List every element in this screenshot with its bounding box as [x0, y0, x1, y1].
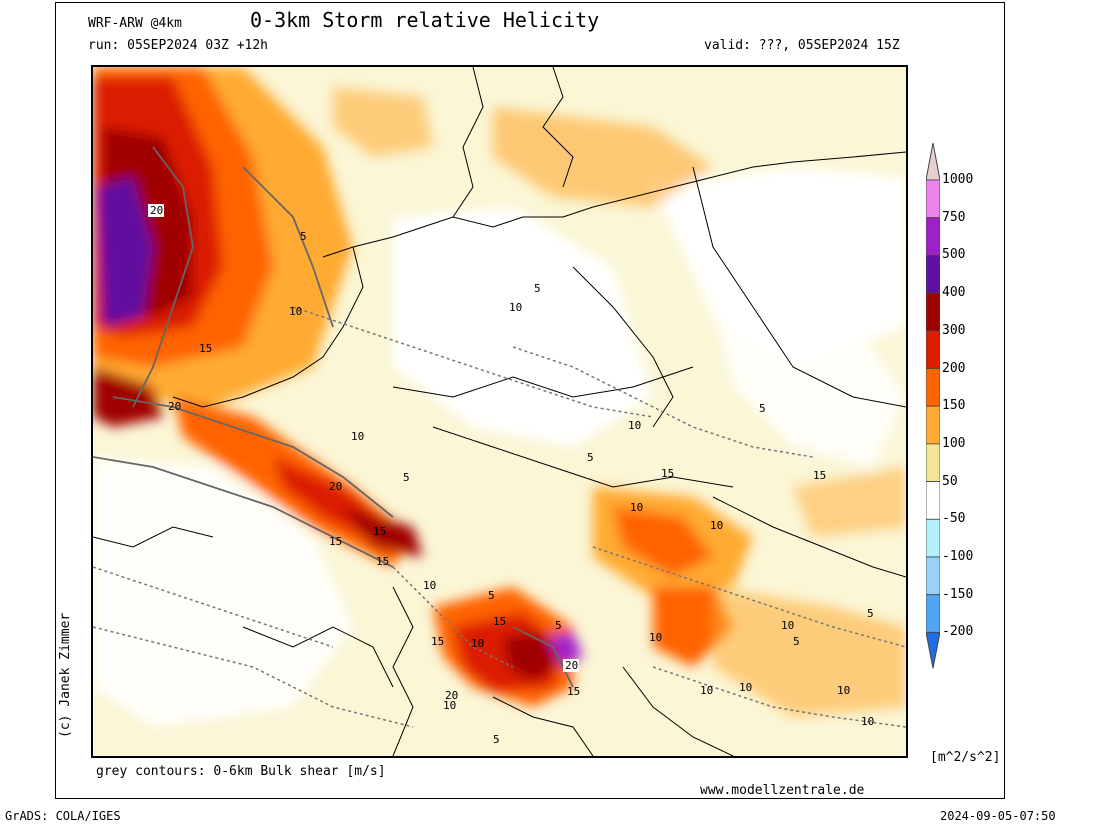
colorbar-label: 50	[942, 473, 958, 489]
colorbar-label: 1000	[942, 172, 974, 187]
contour-label: 10	[443, 699, 456, 712]
colorbar-label: 150	[942, 398, 966, 414]
colorbar-label: 500	[942, 247, 966, 263]
website-label: www.modellzentrale.de	[700, 783, 865, 798]
contour-label: 5	[587, 451, 594, 464]
contour-label: 15	[567, 685, 580, 698]
chart-title: 0-3km Storm relative Helicity	[250, 8, 600, 32]
figure-frame	[55, 2, 1005, 799]
valid-label: valid: ???, 05SEP2024 15Z	[704, 38, 900, 53]
contour-label: 10	[289, 305, 302, 318]
contour-label: 10	[630, 501, 643, 514]
colorbar-segment	[926, 443, 940, 482]
helicity-map: 20 10 15 20 5 10 5 15 10 5 20 15 15 15 5…	[91, 65, 908, 758]
bulk-shear-contours-solid	[93, 146, 574, 688]
model-label: WRF-ARW @4km	[88, 16, 182, 31]
contour-label: 10	[700, 684, 713, 697]
contour-label: 10	[628, 419, 641, 432]
contour-label: 10	[649, 631, 662, 644]
colorbar-segment	[926, 405, 940, 445]
contour-label: 10	[739, 681, 752, 694]
contour-label: 5	[488, 589, 495, 602]
colorbar-top-cap	[926, 142, 940, 181]
contour-label: 5	[555, 619, 562, 632]
colorbar-label: -100	[942, 549, 974, 564]
contour-label: 20	[565, 659, 578, 672]
contour-label: 5	[493, 733, 500, 746]
colorbar-scale	[926, 142, 940, 669]
contour-label: 15	[376, 555, 389, 568]
contour-label: 5	[534, 282, 541, 295]
colorbar-segment	[926, 481, 940, 520]
contour-label: 10	[837, 684, 850, 697]
colorbar-segment	[926, 556, 940, 596]
colorbar-label: 100	[942, 435, 966, 451]
contour-label: 10	[351, 430, 364, 443]
contour-label: 5	[867, 607, 874, 620]
timestamp-label: 2024-09-05-07:50	[940, 809, 1056, 823]
contour-label: 15	[199, 342, 212, 355]
colorbar-label: -150	[942, 586, 974, 602]
contour-label: 20	[168, 400, 181, 413]
grads-label: GrADS: COLA/IGES	[5, 809, 121, 823]
contour-label: 20	[329, 480, 342, 493]
coastlines-borders	[93, 67, 906, 756]
contour-label: 15	[493, 615, 506, 628]
colorbar-label: 200	[942, 360, 966, 376]
colorbar-segment	[926, 217, 940, 256]
contour-label: 10	[423, 579, 436, 592]
colorbar-segment	[926, 179, 940, 219]
author-credit: (c) Janek Zimmer	[58, 612, 73, 738]
helicity-shading	[93, 67, 906, 727]
colorbar-segment	[926, 255, 940, 294]
colorbar-label: 750	[942, 209, 966, 225]
contour-label: 10	[781, 619, 794, 632]
colorbar-segment	[926, 292, 940, 332]
contour-label: 15	[661, 467, 674, 480]
bulk-shear-contours-dashed	[93, 306, 906, 728]
colorbar-segment	[926, 518, 940, 558]
colorbar-unit: [m^2/s^2]	[930, 750, 1001, 765]
contour-label-layer: 20 10 15 20 5 10 5 15 10 5 20 15 15 15 5…	[148, 204, 874, 746]
colorbar-label: 300	[942, 322, 966, 338]
colorbar-segment	[926, 368, 940, 407]
contour-label: 15	[813, 469, 826, 482]
contour-label: 20	[445, 689, 458, 702]
contours-note: grey contours: 0-6km Bulk shear [m/s]	[96, 764, 386, 779]
contour-label: 15	[431, 635, 444, 648]
colorbar-bottom-cap	[926, 631, 940, 669]
colorbar-label: 400	[942, 285, 966, 301]
run-label: run: 05SEP2024 03Z +12h	[88, 38, 269, 53]
contour-label: 15	[373, 525, 386, 538]
contour-label: 10	[509, 301, 522, 314]
contour-label: 10	[861, 715, 874, 728]
colorbar-segment	[926, 330, 940, 369]
contour-label: 10	[471, 637, 484, 650]
contour-label: 5	[759, 402, 766, 415]
contour-label: 20	[150, 204, 163, 217]
map-field: 20 10 15 20 5 10 5 15 10 5 20 15 15 15 5…	[93, 67, 906, 756]
colorbar-segment	[926, 594, 940, 633]
colorbar-label: -50	[942, 511, 966, 527]
contour-label: 15	[329, 535, 342, 548]
contour-label: 10	[710, 519, 723, 532]
colorbar-label: -200	[942, 624, 974, 640]
contour-label: 5	[403, 471, 410, 484]
contour-label: 5	[793, 635, 800, 648]
contour-label: 5	[300, 230, 307, 243]
